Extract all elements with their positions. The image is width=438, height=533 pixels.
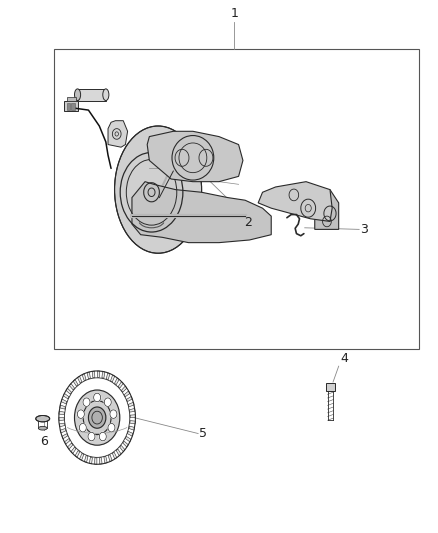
Polygon shape — [97, 371, 100, 377]
Bar — [325, 383, 335, 391]
Ellipse shape — [110, 410, 117, 418]
Bar — [67, 103, 70, 110]
Polygon shape — [71, 447, 76, 454]
Polygon shape — [59, 411, 64, 415]
Polygon shape — [60, 405, 65, 409]
Ellipse shape — [79, 423, 86, 432]
Text: 5: 5 — [199, 427, 208, 440]
Text: 3: 3 — [360, 223, 368, 236]
Ellipse shape — [74, 89, 81, 101]
Ellipse shape — [36, 416, 49, 422]
Polygon shape — [147, 131, 243, 182]
Polygon shape — [95, 458, 97, 464]
Polygon shape — [80, 454, 84, 461]
Polygon shape — [128, 402, 134, 407]
Polygon shape — [113, 452, 117, 459]
Bar — [53, 49, 419, 349]
Polygon shape — [66, 388, 71, 394]
Polygon shape — [62, 434, 67, 439]
Polygon shape — [87, 372, 90, 379]
Polygon shape — [104, 456, 107, 463]
Text: 4: 4 — [340, 352, 348, 365]
Polygon shape — [73, 379, 78, 386]
Bar — [67, 98, 76, 101]
Ellipse shape — [103, 89, 109, 101]
Ellipse shape — [115, 126, 201, 253]
Circle shape — [88, 407, 106, 428]
Polygon shape — [118, 382, 123, 388]
Polygon shape — [116, 449, 121, 456]
Polygon shape — [84, 456, 88, 463]
Polygon shape — [82, 374, 86, 381]
Polygon shape — [75, 450, 80, 457]
Polygon shape — [132, 182, 271, 243]
Polygon shape — [102, 372, 105, 378]
Polygon shape — [108, 455, 112, 462]
Polygon shape — [130, 408, 135, 412]
Polygon shape — [99, 457, 102, 464]
Text: 1: 1 — [230, 7, 238, 20]
Text: 2: 2 — [244, 216, 252, 229]
Polygon shape — [108, 120, 127, 147]
Polygon shape — [67, 443, 73, 449]
Polygon shape — [69, 384, 74, 390]
Ellipse shape — [83, 398, 90, 407]
Ellipse shape — [94, 393, 101, 402]
Bar — [78, 89, 106, 101]
Polygon shape — [114, 378, 119, 385]
Polygon shape — [89, 457, 92, 464]
Polygon shape — [121, 386, 127, 392]
Polygon shape — [123, 441, 128, 447]
Polygon shape — [258, 182, 332, 221]
Polygon shape — [63, 393, 69, 399]
Polygon shape — [92, 371, 95, 378]
Polygon shape — [130, 415, 135, 418]
Ellipse shape — [39, 426, 47, 430]
Polygon shape — [61, 399, 67, 404]
Polygon shape — [127, 397, 132, 401]
Polygon shape — [130, 421, 135, 424]
Polygon shape — [127, 431, 133, 436]
Circle shape — [74, 390, 120, 445]
Ellipse shape — [99, 432, 106, 441]
Polygon shape — [60, 429, 66, 433]
Polygon shape — [120, 445, 125, 451]
Polygon shape — [110, 375, 115, 382]
Text: 6: 6 — [40, 434, 48, 448]
Bar — [71, 103, 74, 110]
Bar — [64, 101, 78, 111]
Polygon shape — [78, 376, 82, 383]
Polygon shape — [124, 391, 130, 397]
Polygon shape — [64, 439, 70, 445]
Ellipse shape — [104, 398, 111, 407]
Polygon shape — [125, 437, 131, 442]
Polygon shape — [129, 426, 134, 430]
Ellipse shape — [108, 423, 115, 432]
Polygon shape — [106, 373, 110, 379]
Polygon shape — [59, 423, 65, 427]
Polygon shape — [315, 190, 339, 229]
Polygon shape — [59, 418, 64, 421]
Ellipse shape — [78, 410, 85, 418]
Ellipse shape — [88, 432, 95, 441]
